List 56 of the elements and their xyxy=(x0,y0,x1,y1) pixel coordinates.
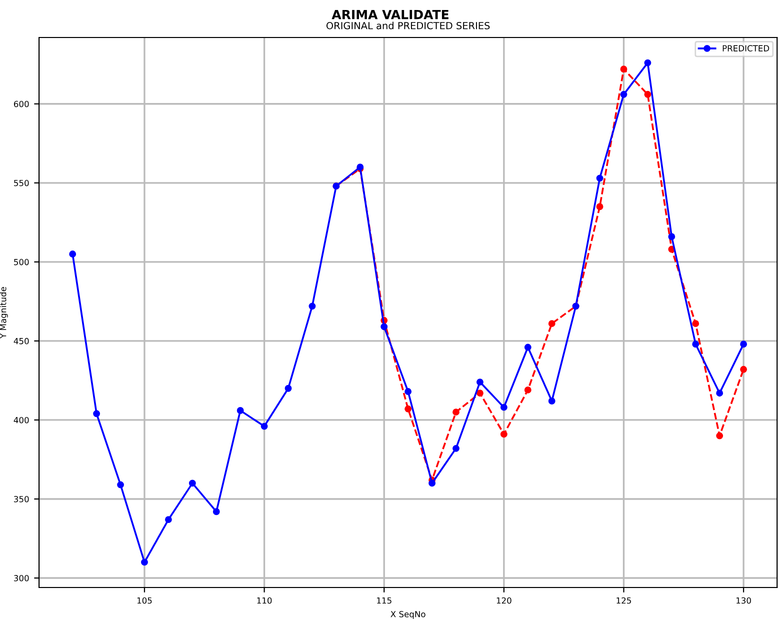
y-tick-label: 500 xyxy=(14,258,29,266)
point xyxy=(644,59,652,66)
point xyxy=(141,558,148,566)
point xyxy=(428,480,436,487)
point xyxy=(548,320,556,328)
point xyxy=(236,407,244,414)
point xyxy=(716,432,724,440)
y-tick-label: 400 xyxy=(14,416,29,424)
x-tick-label: 115 xyxy=(377,597,392,604)
point xyxy=(620,66,628,73)
point xyxy=(188,480,196,487)
point xyxy=(308,302,316,310)
y-tick-label: 450 xyxy=(14,338,29,344)
x-tick-label: 120 xyxy=(496,597,512,604)
y-axis-title: Y Magnitude xyxy=(0,287,8,338)
legend-label: PREDICTED xyxy=(722,45,770,52)
point xyxy=(212,508,220,516)
point xyxy=(452,444,460,452)
point xyxy=(716,390,724,397)
point xyxy=(620,90,628,98)
point xyxy=(500,404,508,411)
point xyxy=(668,233,676,240)
x-tick-label: 130 xyxy=(736,597,751,604)
point xyxy=(524,344,532,351)
chart-title: ARIMA VALIDATE xyxy=(332,10,448,20)
point xyxy=(500,430,508,438)
x-tick-label: 110 xyxy=(257,597,272,604)
point xyxy=(69,250,76,258)
point xyxy=(164,516,172,524)
point xyxy=(596,174,604,182)
point xyxy=(524,386,532,394)
point xyxy=(596,203,604,210)
point xyxy=(452,408,460,416)
x-axis-title: X SeqNo xyxy=(390,610,426,619)
y-tick-label: 350 xyxy=(14,496,29,502)
y-tick-label: 300 xyxy=(14,575,29,582)
x-tick-label: 125 xyxy=(616,597,631,604)
point xyxy=(404,405,412,412)
point xyxy=(260,422,268,430)
point xyxy=(93,410,100,418)
y-tick-label: 600 xyxy=(14,100,29,108)
point xyxy=(692,340,700,348)
chart-subtitle: ORIGINAL and PREDICTED SERIES xyxy=(326,22,490,30)
point xyxy=(117,481,124,488)
point xyxy=(476,390,484,397)
point xyxy=(548,398,556,404)
x-tick-label: 105 xyxy=(137,597,152,604)
point xyxy=(740,340,748,348)
point xyxy=(740,366,748,373)
point xyxy=(284,384,292,392)
point xyxy=(380,323,388,330)
point xyxy=(644,90,652,98)
point xyxy=(404,388,412,395)
point xyxy=(692,320,700,328)
point xyxy=(476,378,484,386)
y-tick-label: 550 xyxy=(14,180,29,186)
